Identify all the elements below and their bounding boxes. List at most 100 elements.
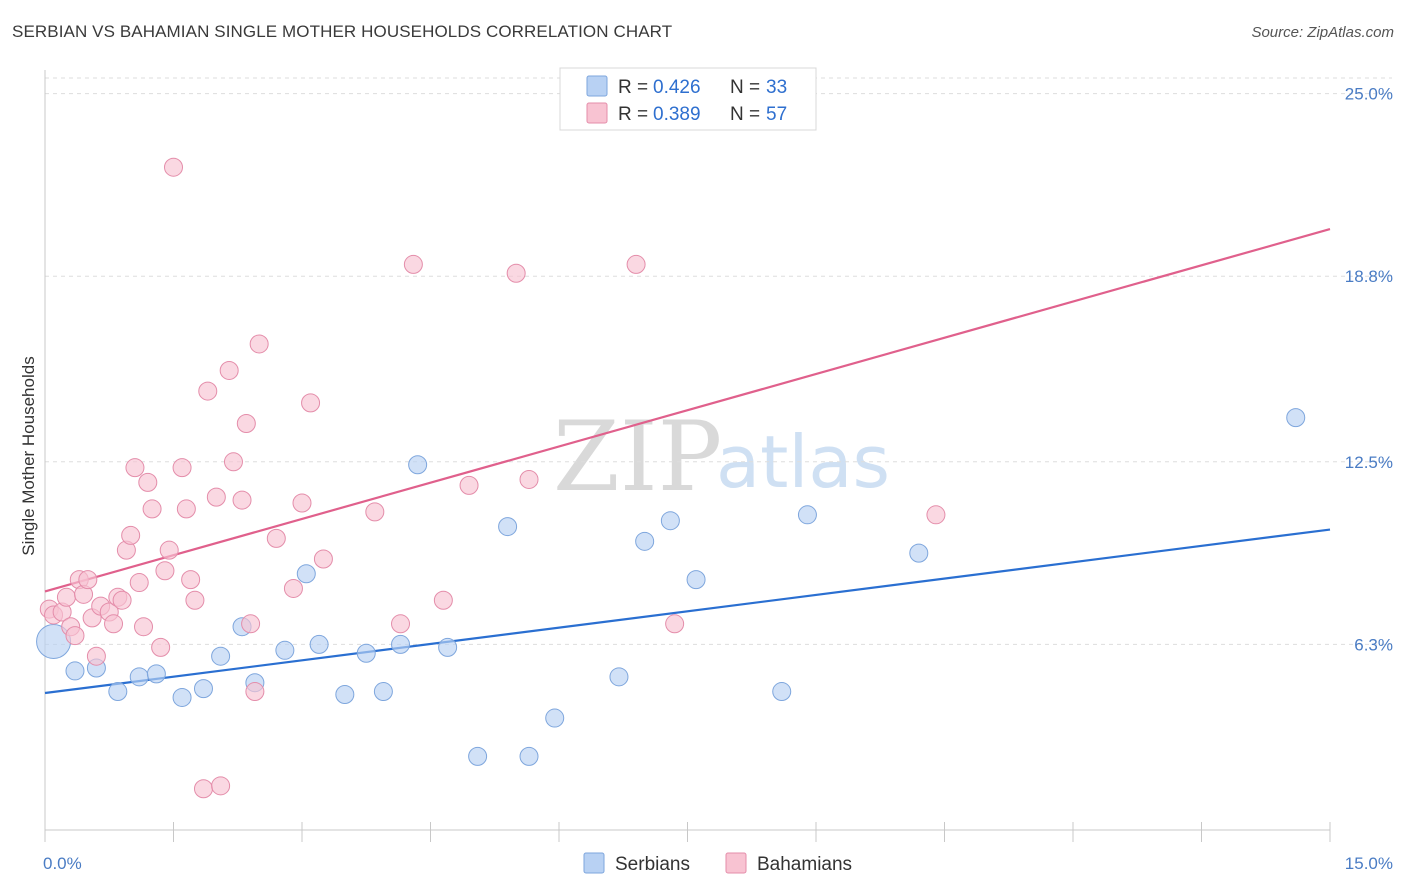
point-serbians — [211, 646, 231, 666]
point-bahamians — [223, 452, 243, 472]
point-serbians — [797, 505, 817, 525]
stats-legend: R = 0.426 N = 33 R = 0.389 N = 57 — [559, 67, 817, 131]
watermark: ZIP atlas — [553, 401, 890, 513]
point-bahamians — [245, 682, 265, 702]
legend-n-label-bahamians: N = — [730, 104, 760, 125]
point-serbians — [335, 684, 355, 704]
point-serbians — [498, 517, 518, 537]
point-bahamians — [155, 561, 175, 581]
watermark-zip: ZIP — [553, 401, 722, 513]
point-serbians — [296, 564, 316, 584]
point-bahamians — [138, 472, 158, 492]
y-tick-label: 18.8% — [1345, 267, 1393, 286]
point-serbians — [686, 570, 706, 590]
point-serbians — [408, 455, 428, 475]
legend-r-value-bahamians: 0.389 — [653, 104, 701, 125]
point-serbians — [609, 667, 629, 687]
trendline-bahamians — [44, 228, 1331, 593]
point-bahamians — [164, 157, 183, 177]
point-bahamians — [391, 614, 411, 634]
point-serbians — [772, 682, 792, 702]
point-serbians — [65, 661, 85, 681]
x-tick-label: 15.0% — [1345, 854, 1393, 873]
x-tick-label: 0.0% — [43, 854, 82, 873]
point-serbians — [909, 543, 929, 563]
point-bahamians — [176, 499, 196, 519]
point-serbians — [468, 746, 488, 766]
point-serbians — [146, 664, 166, 684]
point-bahamians — [236, 413, 256, 433]
legend-r-label-serbians: R = — [618, 77, 648, 98]
point-bahamians — [365, 502, 385, 522]
point-bahamians — [626, 254, 646, 274]
point-bahamians — [125, 458, 145, 478]
point-bahamians — [172, 458, 192, 478]
point-bahamians — [121, 525, 141, 545]
legend-swatch-bahamians — [586, 102, 608, 124]
point-bahamians — [301, 393, 321, 413]
trendline-serbians — [44, 528, 1331, 695]
point-serbians — [545, 708, 565, 728]
trendlines — [44, 228, 1331, 695]
point-bahamians — [403, 254, 423, 274]
y-tick-label: 25.0% — [1345, 85, 1393, 104]
point-bahamians — [459, 475, 479, 495]
point-bahamians — [292, 493, 312, 513]
point-bahamians — [198, 381, 218, 401]
point-serbians — [1286, 408, 1306, 428]
point-bahamians — [313, 549, 333, 569]
series-legend-swatch-bahamians — [725, 852, 747, 874]
point-serbians — [129, 667, 149, 687]
y-axis-label: Single Mother Households — [19, 356, 38, 555]
point-bahamians — [56, 587, 76, 607]
point-bahamians — [219, 360, 239, 380]
point-bahamians — [78, 570, 98, 590]
point-serbians — [275, 640, 295, 660]
series-legend-swatch-serbians — [583, 852, 605, 874]
legend-n-value-serbians: 33 — [766, 77, 787, 98]
series-legend: Serbians Bahamians — [583, 852, 852, 875]
point-bahamians — [104, 614, 124, 634]
point-serbians — [373, 682, 393, 702]
series-serbians — [36, 408, 1306, 766]
y-tick-labels: 6.3% 12.5% 18.8% 25.0% — [1345, 85, 1393, 655]
chart-source: Source: ZipAtlas.com — [1251, 24, 1394, 41]
legend-n-label-serbians: N = — [730, 77, 760, 98]
series-legend-label-bahamians: Bahamians — [757, 854, 852, 875]
chart-title: SERBIAN VS BAHAMIAN SINGLE MOTHER HOUSEH… — [12, 22, 673, 41]
grid-lines — [45, 77, 1392, 645]
point-serbians — [391, 634, 411, 654]
point-bahamians — [519, 469, 539, 489]
point-serbians — [172, 687, 192, 707]
point-bahamians — [232, 490, 252, 510]
point-serbians — [660, 511, 680, 531]
point-serbians — [108, 682, 128, 702]
legend-n-value-bahamians: 57 — [766, 104, 787, 125]
y-tick-label: 6.3% — [1354, 635, 1393, 654]
point-bahamians — [134, 617, 154, 637]
legend-r-label-bahamians: R = — [618, 104, 648, 125]
legend-swatch-serbians — [586, 75, 608, 97]
point-serbians — [438, 637, 458, 657]
point-serbians — [519, 746, 539, 766]
point-bahamians — [65, 626, 85, 646]
series-bahamians — [39, 157, 946, 799]
point-bahamians — [506, 263, 526, 283]
series-legend-label-serbians: Serbians — [615, 854, 690, 875]
point-bahamians — [159, 540, 179, 560]
point-serbians — [635, 531, 655, 551]
point-bahamians — [193, 779, 213, 799]
point-serbians — [356, 643, 376, 663]
point-bahamians — [433, 590, 453, 610]
legend-r-value-serbians: 0.426 — [653, 77, 701, 98]
point-bahamians — [211, 776, 231, 796]
point-bahamians — [112, 590, 132, 610]
point-bahamians — [266, 528, 286, 548]
point-bahamians — [241, 614, 261, 634]
point-bahamians — [283, 578, 303, 598]
point-serbians — [193, 679, 213, 699]
axes — [44, 70, 1331, 842]
point-bahamians — [129, 573, 149, 593]
x-tick-labels: 0.0% 15.0% — [43, 854, 1393, 873]
